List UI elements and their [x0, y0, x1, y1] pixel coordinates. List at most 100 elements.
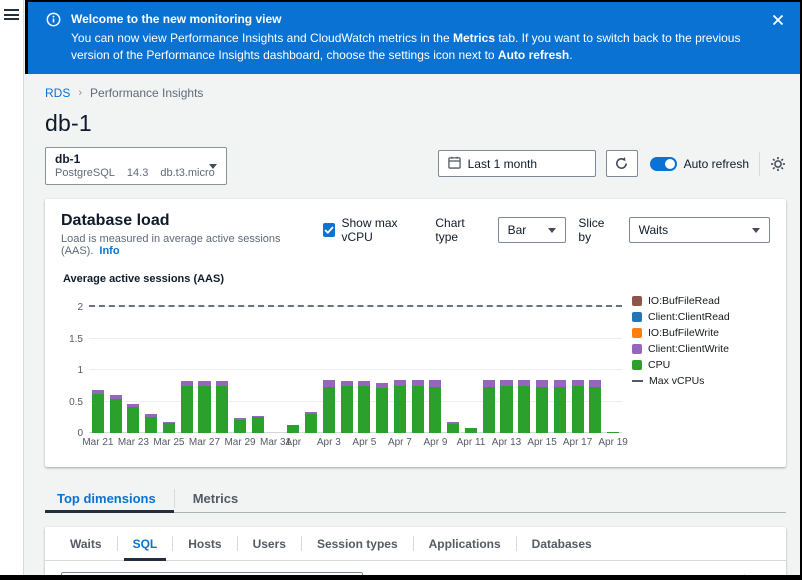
chart-legend: IO:BufFileRead Client:ClientRead IO:BufFil…: [622, 293, 770, 451]
legend-item: IO:BufFileWrite: [632, 327, 770, 339]
bar-segment: [394, 380, 406, 386]
bar-mar-28[interactable]: [213, 293, 231, 433]
bar-apr-12[interactable]: [480, 293, 498, 433]
bar-apr-6[interactable]: [373, 293, 391, 433]
bar-segment: [500, 380, 512, 386]
hamburger-menu-icon[interactable]: [4, 9, 19, 20]
bar-segment: [252, 416, 264, 417]
tab-applications[interactable]: Applications: [414, 527, 516, 560]
bar-mar-31[interactable]: [267, 293, 285, 433]
x-tick-label: Mar 25: [153, 437, 184, 448]
chart-type-label: Chart type: [435, 216, 485, 244]
bar-segment: [92, 390, 104, 394]
bar-segment: [376, 383, 388, 388]
banner-body: You can now view Performance Insights an…: [71, 30, 758, 64]
bar-segment: [145, 417, 157, 433]
bar-segment: [127, 404, 139, 407]
bar-apr-14[interactable]: [515, 293, 533, 433]
calendar-icon: [448, 156, 461, 172]
tab-waits[interactable]: Waits: [55, 527, 117, 560]
bar-apr-11[interactable]: [462, 293, 480, 433]
bar-mar-24[interactable]: [142, 293, 160, 433]
tab-top-dimensions[interactable]: Top dimensions: [45, 485, 174, 512]
time-range-picker[interactable]: Last 1 month: [438, 150, 596, 177]
breadcrumb-separator: ›: [78, 87, 82, 99]
legend-dash-swatch: [632, 380, 643, 382]
bar-mar-22[interactable]: [107, 293, 125, 433]
show-max-vcpu-checkbox[interactable]: Show max vCPU: [323, 216, 424, 244]
bar-segment: [323, 380, 335, 387]
tab-databases[interactable]: Databases: [517, 527, 607, 560]
bar-segment: [234, 420, 246, 433]
divider: [759, 152, 760, 176]
bar-apr-8[interactable]: [409, 293, 427, 433]
bar-segment: [429, 380, 441, 387]
bar-mar-21[interactable]: [89, 293, 107, 433]
info-banner: Welcome to the new monitoring view You c…: [25, 0, 800, 74]
bar-apr-2[interactable]: [302, 293, 320, 433]
tab-users[interactable]: Users: [238, 527, 301, 560]
tab-metrics[interactable]: Metrics: [175, 485, 257, 512]
bar-apr-13[interactable]: [498, 293, 516, 433]
info-link[interactable]: Info: [99, 245, 119, 257]
chart-type-select[interactable]: Bar: [498, 217, 567, 243]
legend-color-swatch: [632, 312, 642, 322]
chevron-down-icon: [752, 228, 760, 233]
bar-segment: [412, 380, 424, 386]
bar-segment: [287, 425, 299, 433]
instance-selector-dropdown[interactable]: db-1 PostgreSQL 14.3 db.t3.micro: [45, 147, 227, 185]
bar-mar-27[interactable]: [196, 293, 214, 433]
bar-apr-1[interactable]: [284, 293, 302, 433]
bar-segment: [518, 386, 530, 433]
bar-segment: [536, 387, 548, 433]
bar-mar-30[interactable]: [249, 293, 267, 433]
toggle-on-switch[interactable]: [650, 157, 677, 171]
bar-apr-7[interactable]: [391, 293, 409, 433]
tab-hosts[interactable]: Hosts: [173, 527, 236, 560]
y-tick-label: 1: [61, 365, 83, 376]
time-range-value: Last 1 month: [468, 157, 537, 171]
bar-segment: [198, 386, 210, 433]
bar-segment: [216, 381, 228, 387]
checkbox-checked-icon: [323, 223, 336, 237]
bar-apr-15[interactable]: [533, 293, 551, 433]
chart-x-axis: Mar 21Mar 23Mar 25Mar 27Mar 29Mar 31AprA…: [89, 437, 622, 451]
bar-apr-4[interactable]: [338, 293, 356, 433]
x-tick-label: Apr 11: [457, 437, 486, 448]
bar-segment: [234, 418, 246, 420]
bar-apr-10[interactable]: [444, 293, 462, 433]
breadcrumb-rds-link[interactable]: RDS: [45, 86, 70, 100]
tab-sql[interactable]: SQL: [118, 527, 173, 560]
bar-segment: [252, 417, 264, 433]
bar-apr-18[interactable]: [586, 293, 604, 433]
bar-apr-19[interactable]: [604, 293, 622, 433]
bar-apr-9[interactable]: [427, 293, 445, 433]
bar-apr-5[interactable]: [355, 293, 373, 433]
close-icon[interactable]: [770, 11, 786, 64]
bar-apr-17[interactable]: [569, 293, 587, 433]
bar-mar-26[interactable]: [178, 293, 196, 433]
legend-label: Client:ClientWrite: [648, 343, 729, 355]
bar-segment: [554, 387, 566, 433]
legend-label: Max vCPUs: [649, 375, 704, 387]
tab-session-types[interactable]: Session types: [302, 527, 413, 560]
legend-item: IO:BufFileRead: [632, 295, 770, 307]
bar-mar-23[interactable]: [125, 293, 143, 433]
bar-segment: [145, 414, 157, 417]
bar-mar-25[interactable]: [160, 293, 178, 433]
bar-segment: [358, 381, 370, 387]
refresh-button[interactable]: [606, 150, 638, 177]
bar-segment: [181, 381, 193, 386]
main-tabs: Top dimensionsMetrics: [45, 485, 786, 513]
bar-segment: [305, 412, 317, 414]
chart-plot-area[interactable]: 00.511.52: [89, 293, 622, 433]
bar-apr-16[interactable]: [551, 293, 569, 433]
x-tick-label: Apr 9: [423, 437, 447, 448]
database-load-card: Database load Load is measured in averag…: [45, 199, 786, 467]
settings-gear-icon[interactable]: [770, 156, 786, 172]
bar-mar-29[interactable]: [231, 293, 249, 433]
bar-apr-3[interactable]: [320, 293, 338, 433]
slice-by-select[interactable]: Waits: [629, 217, 770, 243]
legend-label: Client:ClientRead: [648, 311, 730, 323]
auto-refresh-toggle[interactable]: Auto refresh: [650, 157, 749, 171]
